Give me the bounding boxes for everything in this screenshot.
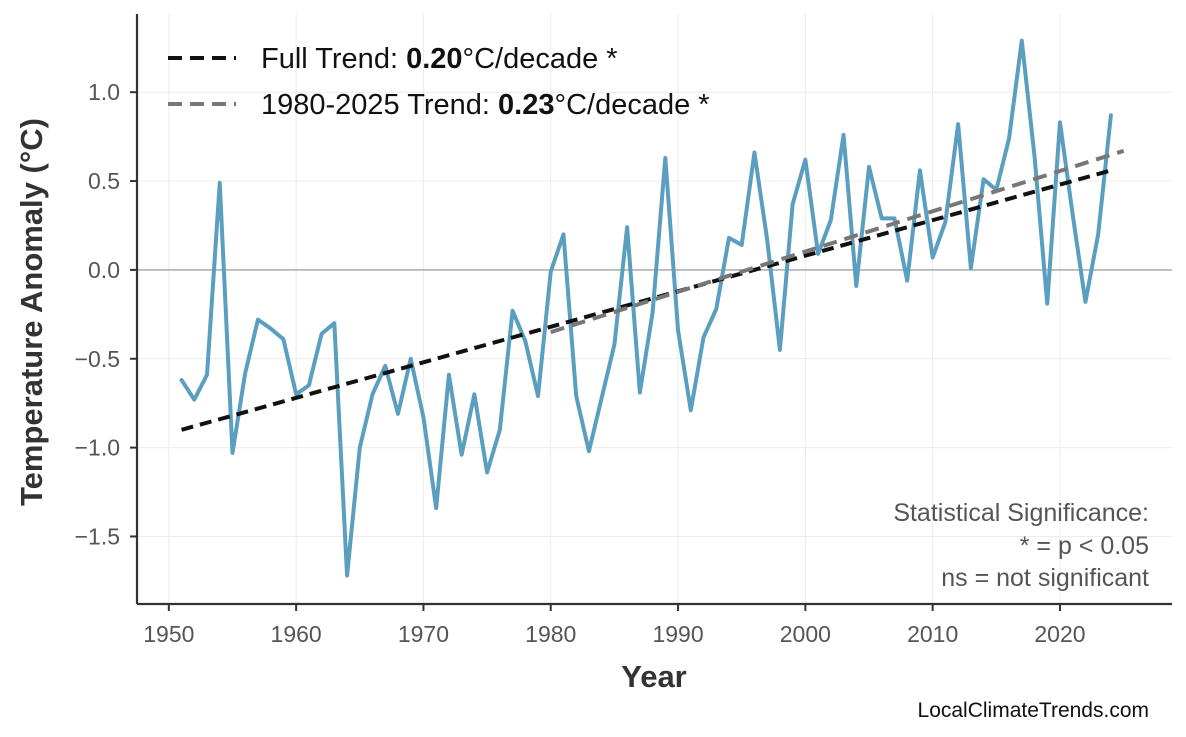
legend-suffix: °C/decade * [554,89,709,121]
annual-anomaly-line [179,38,1113,578]
y-tick-label: −1.0 [75,435,120,461]
source-credit: LocalClimateTrends.com [918,699,1149,722]
y-tick-label: −0.5 [75,346,120,372]
recent-trend-line [550,148,1125,335]
legend-prefix: 1980-2025 Trend: [261,89,498,121]
legend-label-recent-trend: 1980-2025 Trend: 0.23°C/decade * [261,89,710,121]
x-tick-label: 2010 [907,621,958,647]
significance-note: Statistical Significance: * = p < 0.05 n… [893,499,1149,592]
x-tick-label: 2000 [780,621,831,647]
legend-value: 0.23 [498,89,554,121]
x-tick-label: 1980 [525,621,576,647]
x-tick-label: 1970 [398,621,449,647]
y-tick-label: 1.0 [88,79,120,105]
x-tick-label: 2020 [1034,621,1085,647]
legend-prefix: Full Trend: [261,43,406,75]
x-tick-label: 1950 [143,621,194,647]
x-tick-label: 1990 [652,621,703,647]
significance-note-line: * = p < 0.05 [1020,532,1149,560]
x-axis-title: Year [621,659,687,694]
legend-value: 0.20 [406,43,462,75]
legend: Full Trend: 0.20°C/decade * 1980-2025 Tr… [168,43,710,121]
legend-label-full-trend: Full Trend: 0.20°C/decade * [261,43,618,75]
y-axis-ticks: −1.5 −1.0 −0.5 0.0 0.5 1.0 [75,79,137,549]
y-axis-title: Temperature Anomaly (°C) [14,118,49,506]
x-axis-ticks: 1950 1960 1970 1980 1990 2000 2010 2020 [143,604,1086,647]
legend-suffix: °C/decade * [463,43,618,75]
series-layer [179,38,1125,578]
axes [135,14,1172,606]
x-tick-label: 1960 [271,621,322,647]
significance-note-title: Statistical Significance: [893,499,1149,527]
y-tick-label: 0.5 [88,168,120,194]
y-tick-label: −1.5 [75,523,120,549]
significance-note-line: ns = not significant [941,564,1149,592]
y-tick-label: 0.0 [88,257,120,283]
